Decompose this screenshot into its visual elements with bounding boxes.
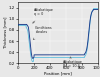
Y-axis label: Thickness [mm]: Thickness [mm] <box>4 17 8 49</box>
Text: Conditions
ideales: Conditions ideales <box>33 26 53 40</box>
X-axis label: Position [mm]: Position [mm] <box>44 71 72 75</box>
Text: Adiabatique
Rs = 10.4: Adiabatique Rs = 10.4 <box>63 57 83 68</box>
Text: Adiabatique
q = 0: Adiabatique q = 0 <box>33 8 54 23</box>
